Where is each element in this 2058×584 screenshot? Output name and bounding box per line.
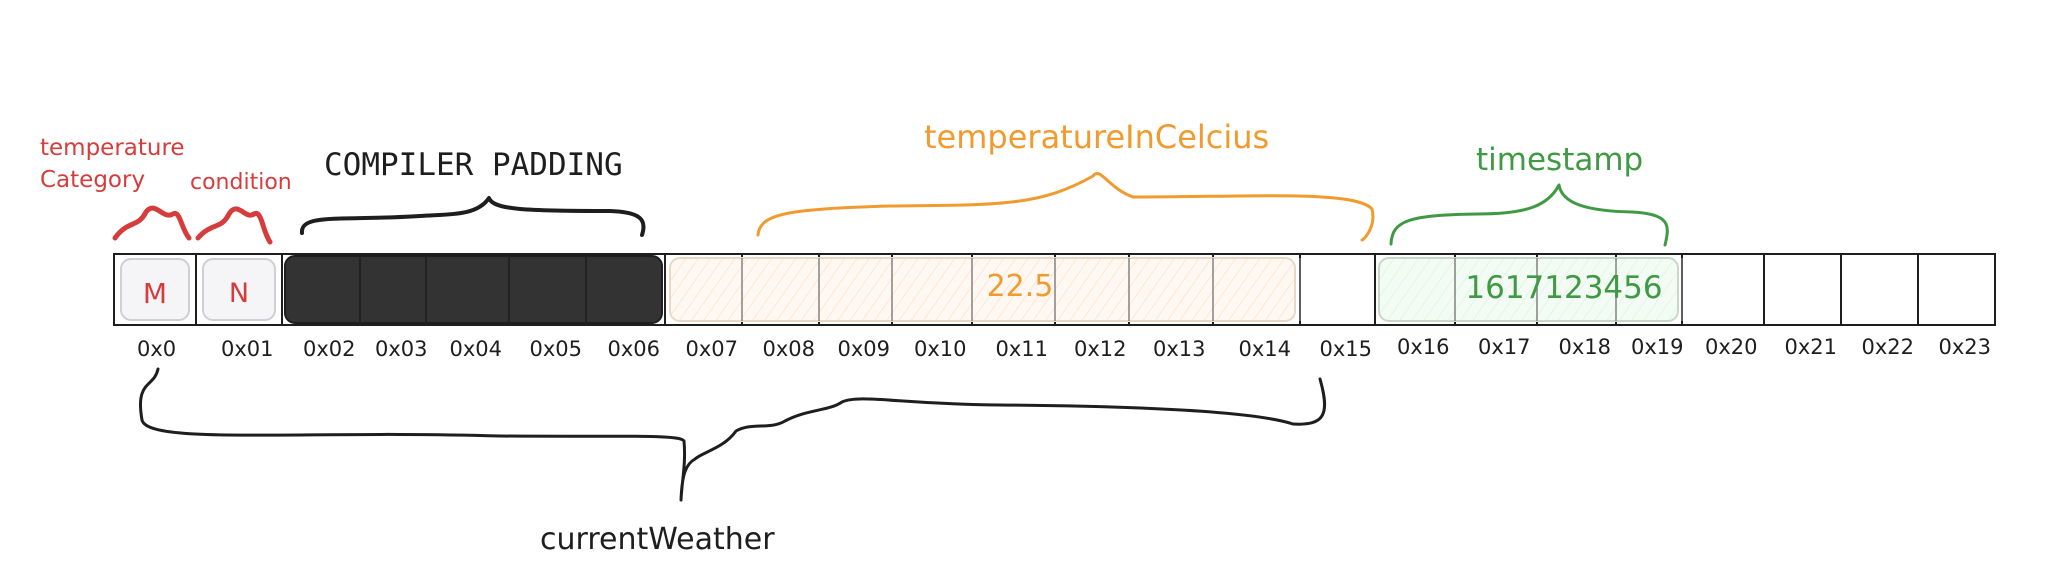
temperature-category-label-line2: Category — [40, 167, 145, 193]
compiler-padding-brace — [300, 196, 646, 237]
compiler-padding-label: COMPILER PADDING — [324, 147, 623, 183]
address-label: 0x03 — [375, 337, 428, 361]
address-label: 0x22 — [1862, 335, 1915, 359]
timestamp-value: 1617123456 — [1465, 270, 1662, 306]
address-label: 0x13 — [1153, 337, 1206, 361]
memory-cells — [113, 253, 1996, 326]
address-label: 0x14 — [1239, 337, 1292, 361]
temperature-category-label-line1: temperature — [40, 135, 185, 161]
memory-cell — [1917, 253, 1996, 326]
address-label: 0x12 — [1074, 337, 1127, 361]
condition-cell — [202, 258, 276, 321]
address-label: 0x11 — [996, 337, 1049, 361]
temperature-in-celcius-value: 22.5 — [987, 269, 1054, 304]
address-label: 0x05 — [530, 337, 583, 361]
address-label: 0x19 — [1631, 335, 1684, 359]
address-label: 0x17 — [1478, 335, 1531, 359]
timestamp-region — [1378, 257, 1679, 322]
memory-values: M N 22.5 1617123456 — [143, 269, 1663, 310]
address-label: 0x16 — [1397, 335, 1450, 359]
timestamp-label: timestamp — [1476, 142, 1643, 178]
current-weather-label: currentWeather — [540, 522, 775, 557]
temperature-category-cell — [120, 258, 190, 321]
address-label: 0x08 — [763, 337, 816, 361]
address-label: 0x04 — [450, 337, 503, 361]
address-label: 0x0 — [137, 337, 176, 361]
condition-value: N — [229, 278, 249, 309]
address-label: 0x20 — [1705, 335, 1758, 359]
memory-cell — [1681, 253, 1765, 326]
padding-region — [284, 255, 663, 324]
temperature-in-celcius-brace — [756, 172, 1375, 242]
condition-label: condition — [190, 170, 292, 195]
address-label: 0x23 — [1939, 335, 1992, 359]
address-label: 0x18 — [1559, 335, 1612, 359]
temperature-in-celcius-label: temperatureInCelcius — [924, 118, 1269, 156]
address-label: 0x07 — [686, 337, 739, 361]
address-label: 0x21 — [1785, 335, 1838, 359]
current-weather-brace — [139, 367, 1327, 502]
temperature-category-value: M — [143, 277, 167, 310]
condition-brace — [195, 206, 273, 245]
timestamp-brace — [1389, 183, 1669, 247]
address-label: 0x09 — [838, 337, 891, 361]
address-label: 0x02 — [303, 337, 356, 361]
address-label: 0x15 — [1320, 337, 1373, 361]
address-label: 0x01 — [221, 337, 274, 361]
temperature-in-celcius-region — [669, 257, 1296, 322]
memory-cell — [1763, 253, 1842, 326]
address-label: 0x10 — [914, 337, 967, 361]
memory-addresses: 0x0 0x01 0x02 0x03 0x04 0x05 0x06 0x07 0x08 0x09 0… — [137, 335, 1991, 361]
memory-cell — [1840, 253, 1919, 326]
address-label: 0x06 — [608, 337, 661, 361]
memory-cell — [1299, 253, 1376, 326]
temperature-category-brace — [112, 205, 192, 241]
